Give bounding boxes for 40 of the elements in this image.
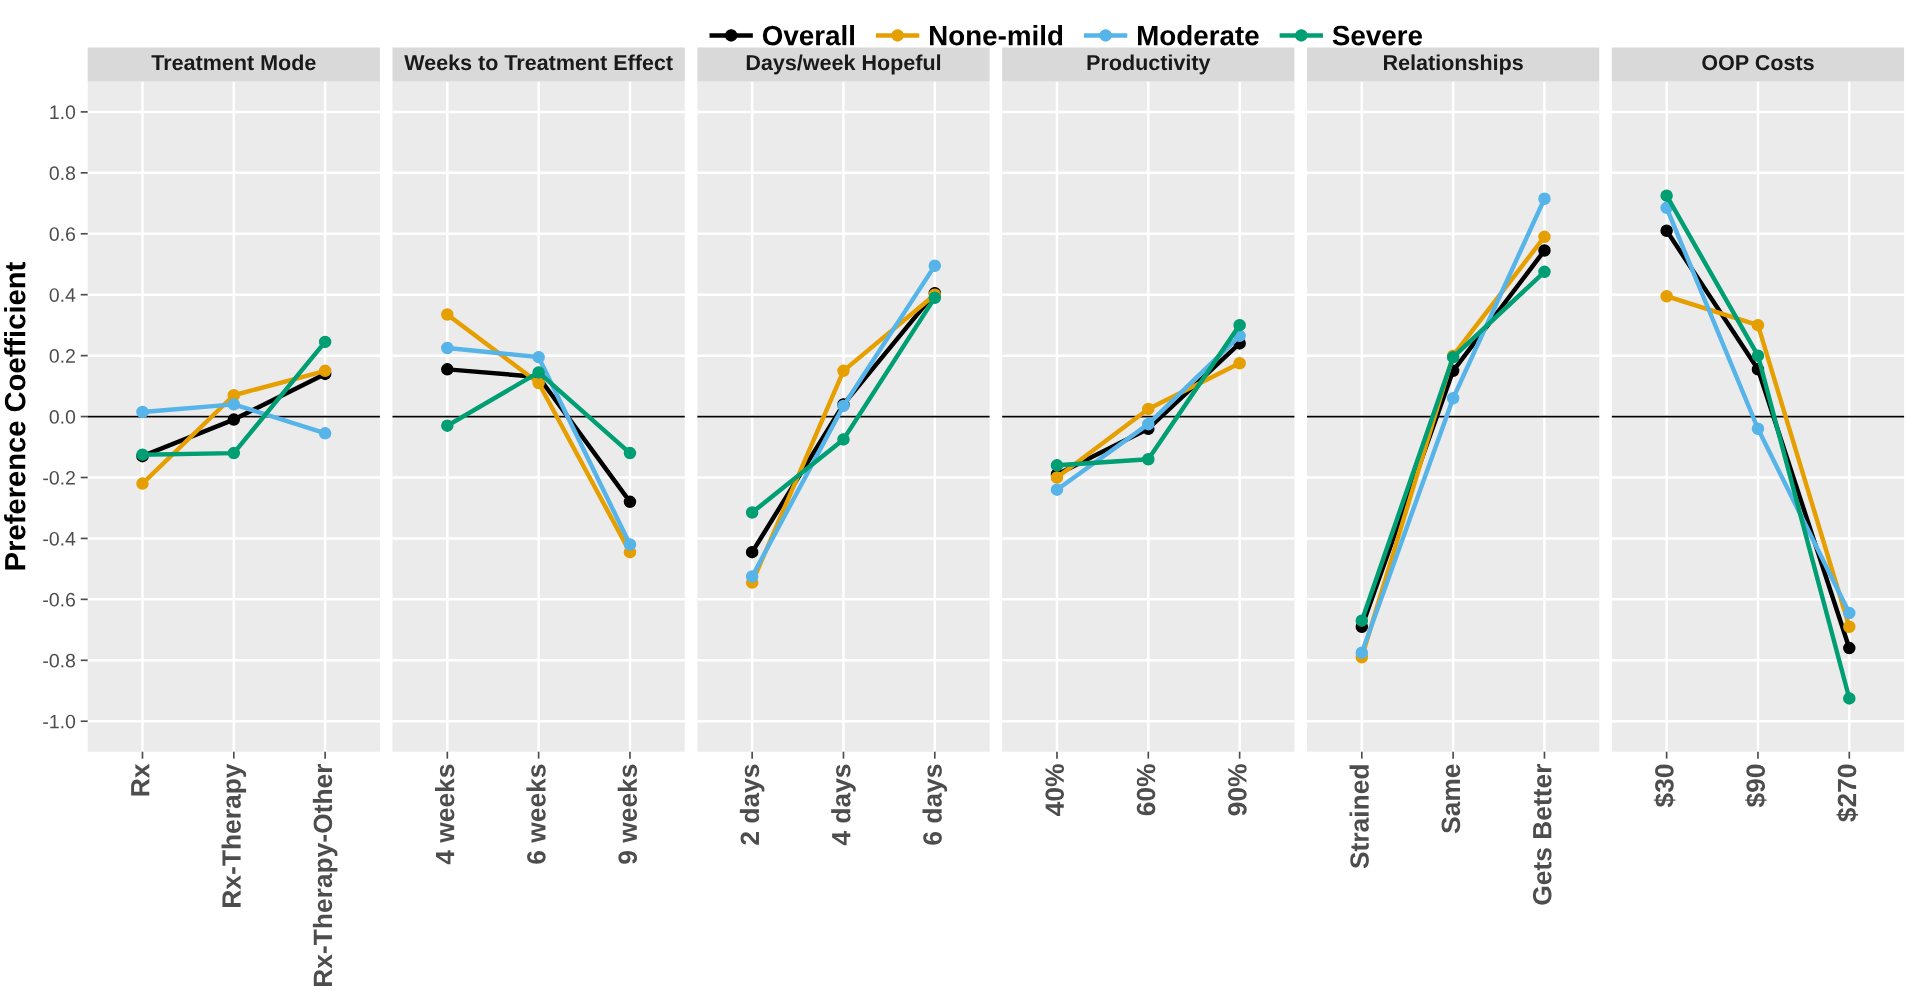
y-tick-label: 0.6 [49,227,76,241]
chart-title: OOP Costs [1702,54,1814,71]
x-tick-label: $90 [1745,764,1767,808]
chart-title: Productivity [1087,54,1211,75]
y-axis-title: Preference Coefficient [4,262,26,570]
y-tick-label: 0.2 [49,349,75,363]
x-tick-label: Same [1441,764,1461,834]
x-tick-label: 40% [1045,764,1065,816]
x-tick-label: 6 days [922,764,948,845]
legend-label: Overall [762,25,854,46]
chart-title: Days/week Hopeful [746,54,941,75]
y-tick-label: 0.8 [49,166,76,181]
x-tick-label: Rx-Therapy-Other [312,763,338,987]
x-tick-label: Gets Better [1532,763,1552,905]
x-tick-label: 9 weeks [617,764,638,864]
x-tick-label: 6 weeks [526,764,546,864]
chart-title: Weeks to Treatment Effect [404,54,673,71]
y-tick-label: -1.0 [43,714,76,729]
x-tick-label: $270 [1836,764,1859,822]
y-tick-label: -0.2 [43,470,75,485]
x-tick-label: Rx-Therapy [221,763,247,907]
y-tick-label: 0.0 [49,410,76,424]
x-tick-label: 60% [1136,764,1156,816]
legend-label: Severe [1332,25,1423,46]
legend-label: None-mild [930,25,1063,46]
y-tick-label: 0.4 [49,288,76,302]
x-tick-label: 4 weeks [435,764,455,865]
y-tick-label: -0.6 [43,592,76,607]
chart-title: Relationships [1384,54,1523,75]
chart-title: Treatment Mode [151,54,316,71]
x-tick-label: Strained [1349,765,1369,869]
y-tick-label: -0.8 [43,653,76,668]
x-tick-label: Rx [131,763,150,796]
x-tick-label: 2 days [739,764,765,845]
y-tick-label: -0.4 [43,531,76,546]
x-tick-label: 90% [1228,764,1247,816]
legend-label: Moderate [1138,25,1259,46]
x-tick-label: 4 days [831,764,856,846]
x-tick-label: $30 [1653,764,1676,808]
y-tick-label: 1.0 [50,105,76,120]
